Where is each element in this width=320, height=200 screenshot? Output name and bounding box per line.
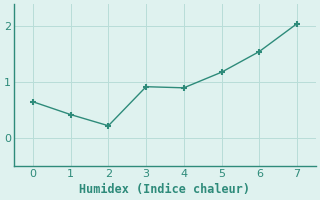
X-axis label: Humidex (Indice chaleur): Humidex (Indice chaleur) xyxy=(79,183,251,196)
